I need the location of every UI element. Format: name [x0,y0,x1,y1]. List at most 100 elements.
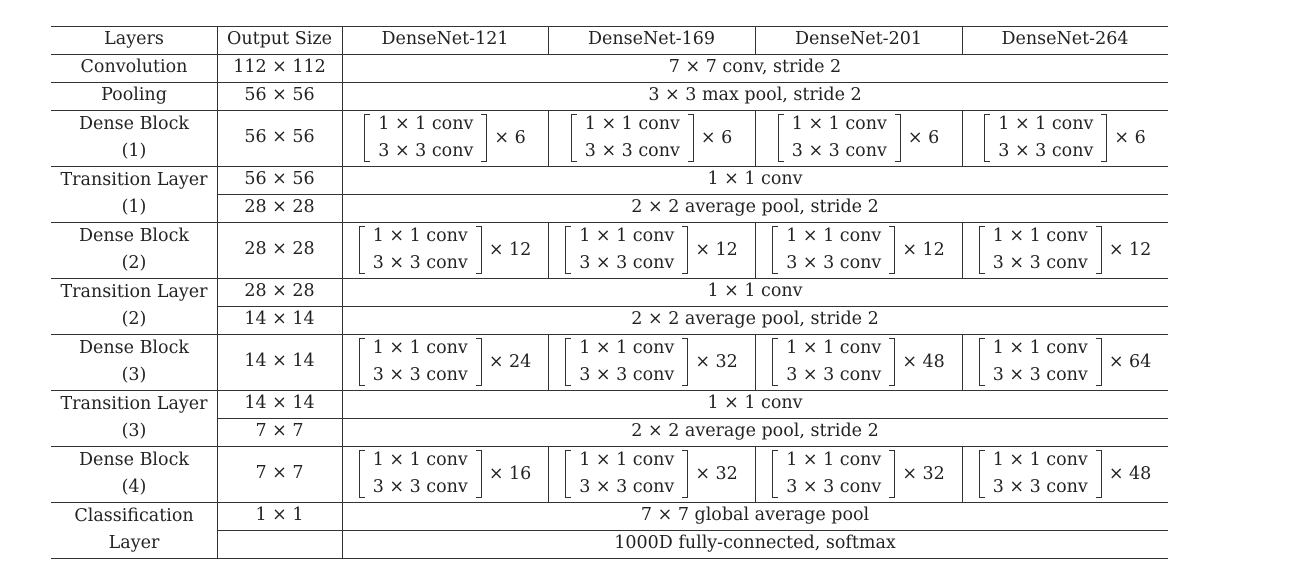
shared-config-cell: 2 × 2 average pool, stride 2 [342,418,1168,446]
layer-name-cell-line: (2) [121,309,147,329]
left-bracket [777,114,784,162]
header-cell-text: DenseNet-169 [587,29,715,50]
repeat-count: × 12 [488,240,532,260]
layer-name-cell-line: Dense Block [79,225,189,246]
dense-block-config: 1 × 1 conv 3 × 3 conv × 12 [962,222,1168,278]
output-size-cell: 56 × 56 [217,82,342,110]
column-divider [962,110,964,166]
layer-name-cell: Dense Block (2) [51,222,217,278]
row-rule [51,558,1168,560]
conv-label: 1 × 1 conv [786,450,882,470]
conv-label: 3 × 3 conv [372,364,468,385]
conv-stack: 1 × 1 conv 3 × 3 conv [571,227,682,272]
row-rule [51,502,1168,504]
column-divider [342,110,344,166]
column-divider [217,446,219,502]
output-size-cell-text: 56 × 56 [244,85,315,106]
shared-config-cell: 2 × 2 average pool, stride 2 [342,194,1168,222]
shared-config-cell: 1 × 1 conv [342,166,1168,194]
output-size-cell: 56 × 56 [217,110,342,166]
repeat-count: × 24 [488,352,532,372]
repeat-count: × 32 [695,352,738,372]
header-divider [342,26,344,54]
output-size-cell-text: 14 × 14 [244,351,315,372]
conv-stack: 1 × 1 conv 3 × 3 conv [778,450,889,497]
layer-name-cell-lines: Dense Block (1) [79,115,189,161]
right-bracket [889,226,896,274]
conv-label: 1 × 1 conv [584,114,680,134]
dense-block-config: 1 × 1 conv 3 × 3 conv × 6 [755,110,962,166]
header-cell-text: DenseNet-121 [381,29,509,50]
header-cell-text: Layers [104,29,164,50]
layer-name-cell-lines: Transition Layer (3) [61,395,208,441]
conv-label: 3 × 3 conv [579,364,675,385]
column-divider [217,334,219,390]
header-divider [962,26,964,54]
conv-stack: 1 × 1 conv 3 × 3 conv [778,338,889,384]
left-bracket [772,450,779,498]
conv-label: 3 × 3 conv [786,476,882,497]
repeat-count: × 12 [695,240,738,260]
conv-label: 1 × 1 conv [378,114,474,134]
output-size-cell-text: 56 × 56 [244,127,315,148]
column-divider [962,446,964,502]
column-divider [548,110,550,166]
output-size-cell: 28 × 28 [217,278,342,306]
row-rule [51,82,1168,84]
column-divider [755,110,757,166]
right-bracket [682,226,689,274]
shared-config-cell-text: 2 × 2 average pool, stride 2 [631,309,879,330]
conv-stack: 1 × 1 conv 3 × 3 conv [778,226,889,272]
column-divider [755,446,757,502]
shared-config-cell-text: 1 × 1 conv [707,281,803,302]
conv-label: 3 × 3 conv [791,140,887,161]
row-rule [51,390,1168,392]
conv-label: 1 × 1 conv [579,338,675,358]
conv-label: 3 × 3 conv [998,140,1094,161]
output-size-cell-text: 7 × 7 [255,421,304,442]
conv-label: 3 × 3 conv [372,252,468,273]
dense-block-config: 1 × 1 conv 3 × 3 conv × 6 [342,110,548,166]
column-divider [342,446,344,502]
conv-label: 3 × 3 conv [378,140,474,161]
output-size-cell: 112 × 112 [217,54,342,82]
conv-label: 3 × 3 conv [372,476,468,497]
left-bracket [358,338,365,386]
column-divider [217,110,219,166]
dense-block-config: 1 × 1 conv 3 × 3 conv × 6 [962,110,1168,166]
left-bracket [978,226,985,274]
conv-label: 1 × 1 conv [786,338,882,358]
left-bracket [358,450,365,498]
column-divider [342,390,344,446]
shared-config-cell-text: 2 × 2 average pool, stride 2 [631,197,879,218]
conv-label: 1 × 1 conv [786,226,882,246]
layer-name-cell-line: Transition Layer [60,169,208,190]
layer-name-cell: Classification Layer [51,502,217,558]
output-size-cell: 56 × 56 [217,166,342,194]
output-size-cell: 28 × 28 [217,222,342,278]
layer-name-cell: Transition Layer (3) [51,390,217,446]
column-divider [342,502,344,558]
repeat-count: × 16 [488,464,532,484]
column-divider [217,166,219,222]
output-size-cell-text: 14 × 14 [244,393,315,414]
column-divider [342,222,344,278]
shared-config-cell: 1 × 1 conv [342,278,1168,306]
conv-stack: 1 × 1 conv 3 × 3 conv [985,227,1096,272]
conv-stack: 1 × 1 conv 3 × 3 conv [577,114,688,160]
dense-block-config: 1 × 1 conv 3 × 3 conv × 24 [342,334,548,390]
conv-label: 3 × 3 conv [992,364,1088,385]
table-top-rule [51,26,1168,28]
layer-name-cell-line: (4) [121,477,147,497]
conv-label: 3 × 3 conv [579,476,675,497]
header-cell: DenseNet-201 [755,26,962,54]
conv-stack: 1 × 1 conv 3 × 3 conv [370,114,481,161]
layer-name-cell-line: (3) [121,365,147,385]
layer-name-cell: Convolution [51,54,217,82]
column-divider [342,278,344,334]
shared-config-cell: 1 × 1 conv [342,390,1168,418]
left-bracket [978,338,985,386]
layer-name-cell-text: Convolution [80,57,188,78]
column-divider [342,82,344,110]
repeat-count: × 6 [700,128,733,148]
